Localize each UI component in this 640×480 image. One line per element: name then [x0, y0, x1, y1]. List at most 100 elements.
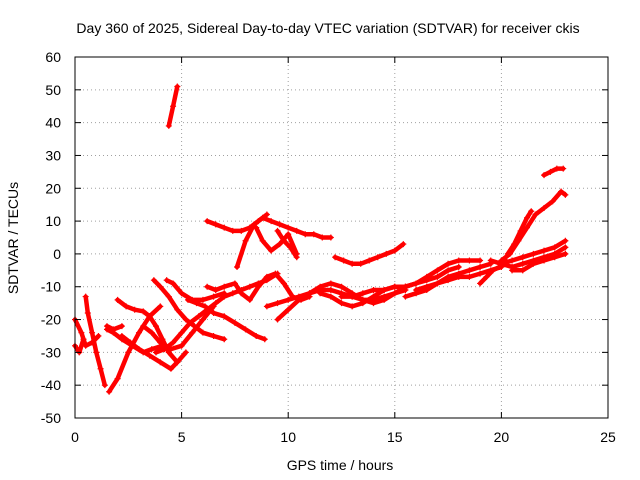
data-point [338, 293, 345, 300]
data-point [402, 283, 409, 290]
data-point [383, 250, 390, 257]
data-point [263, 211, 270, 218]
y-tick-label: -40 [41, 377, 61, 393]
data-point [391, 290, 398, 297]
data-point [310, 231, 317, 238]
data-point [157, 359, 164, 366]
data-point [178, 342, 185, 349]
data-point [261, 336, 268, 343]
data-point [423, 273, 430, 280]
data-point [246, 296, 253, 303]
data-point [319, 234, 326, 241]
data-point [253, 332, 260, 339]
data-point [285, 231, 292, 238]
data-point [174, 83, 181, 90]
data-point [193, 300, 200, 307]
data-point [423, 283, 430, 290]
data-point [165, 293, 172, 300]
y-tick-label: 30 [45, 147, 61, 163]
data-point [511, 241, 518, 248]
data-point [153, 323, 160, 330]
data-point [150, 277, 157, 284]
data-point [391, 247, 398, 254]
plot-frame [74, 56, 609, 419]
data-point [293, 254, 300, 261]
data-point [338, 283, 345, 290]
data-point [80, 336, 87, 343]
data-point [366, 257, 373, 264]
data-point [204, 218, 211, 225]
data-point [268, 247, 275, 254]
data-point [148, 329, 155, 336]
y-tick-label: 50 [45, 82, 61, 98]
x-tick-label: 0 [71, 429, 79, 445]
data-point [101, 382, 108, 389]
data-point [357, 260, 364, 267]
y-tick-label: 20 [45, 180, 61, 196]
data-point [302, 231, 309, 238]
data-point [178, 329, 185, 336]
data-point [174, 306, 181, 313]
data-point [182, 316, 189, 323]
data-point [135, 346, 142, 353]
y-tick-label: -30 [41, 344, 61, 360]
data-point [381, 287, 388, 294]
data-point [370, 293, 377, 300]
data-point [327, 280, 334, 287]
data-point [445, 260, 452, 267]
data-point [210, 332, 217, 339]
data-point [178, 290, 185, 297]
series-layer [72, 83, 569, 395]
data-point [562, 244, 569, 251]
chart-title: Day 360 of 2025, Sidereal Day-to-day VTE… [76, 20, 579, 36]
data-point [551, 254, 558, 261]
data-point [434, 273, 441, 280]
data-point [517, 227, 524, 234]
data-point [400, 241, 407, 248]
data-point [97, 365, 104, 372]
data-point [103, 326, 110, 333]
data-point [434, 280, 441, 287]
data-point [349, 260, 356, 267]
data-point [370, 287, 377, 294]
data-point [532, 211, 539, 218]
data-point [274, 227, 281, 234]
data-point [231, 280, 238, 287]
data-point [541, 257, 548, 264]
data-point [78, 329, 85, 336]
data-point [413, 287, 420, 294]
data-point [229, 227, 236, 234]
data-point [199, 316, 206, 323]
data-point [280, 237, 287, 244]
data-point [221, 283, 228, 290]
data-point [553, 165, 560, 172]
data-point [199, 296, 206, 303]
y-tick-label: 0 [53, 246, 61, 262]
x-tick-label: 10 [280, 429, 296, 445]
data-point [338, 300, 345, 307]
data-point [182, 349, 189, 356]
data-point [349, 303, 356, 310]
data-point [274, 300, 281, 307]
y-tick-label: -20 [41, 312, 61, 328]
data-point [487, 257, 494, 264]
data-point [295, 296, 302, 303]
trace-arc-s [275, 228, 299, 260]
data-point [327, 293, 334, 300]
data-point [114, 296, 121, 303]
data-point [157, 339, 164, 346]
data-point [558, 188, 565, 195]
data-point [509, 267, 516, 274]
y-axis-label: SDTVAR / TECUs [5, 182, 21, 294]
grid-layer [75, 57, 608, 418]
data-point [445, 267, 452, 274]
data-point [285, 306, 292, 313]
data-point [466, 273, 473, 280]
data-point [184, 296, 191, 303]
data-point [238, 227, 245, 234]
data-point [174, 359, 181, 366]
data-point [118, 332, 125, 339]
data-point [170, 103, 177, 110]
data-point [413, 280, 420, 287]
trace-arc-d [83, 294, 108, 388]
